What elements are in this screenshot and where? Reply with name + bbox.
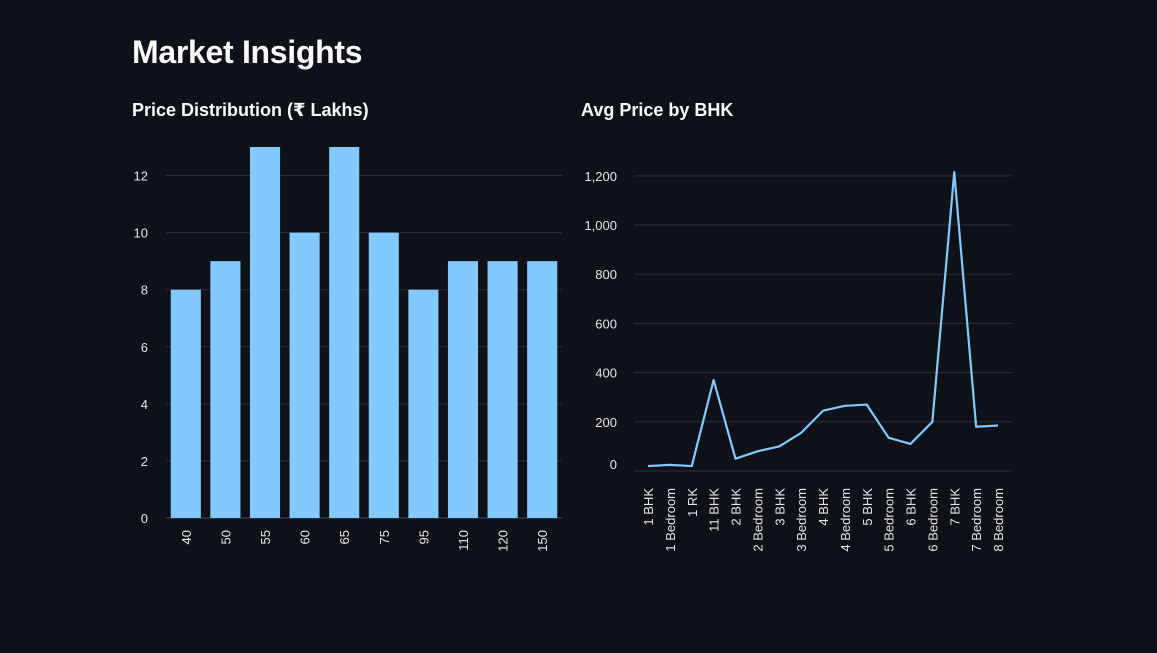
bar-x-tick-label: 60	[298, 530, 313, 544]
line-x-tick-label: 2 BHK	[729, 488, 744, 526]
line-x-tick-label: 2 Bedroom	[750, 488, 765, 552]
line-x-tick-label: 11 BHK	[707, 488, 722, 532]
line-x-tick-label: 1 Bedroom	[663, 488, 678, 552]
bar-x-tick-label: 50	[218, 530, 233, 544]
bar[interactable]	[170, 289, 201, 518]
page-title: Market Insights	[132, 34, 363, 70]
line-x-tick-label: 5 Bedroom	[882, 488, 897, 552]
bar-x-tick-label: 65	[337, 530, 352, 544]
bar-x-tick-label: 110	[456, 530, 471, 551]
bar-y-tick-label: 6	[141, 340, 148, 355]
bar[interactable]	[447, 261, 479, 518]
line-x-tick-label: 1 BHK	[641, 488, 656, 526]
line-x-tick-label: 5 BHK	[860, 488, 875, 526]
avg-price-by-bhk-chart[interactable]: 0 200 400 600 800 1,000 1,200 1 BHK 1 Bedroom 1 R…	[584, 169, 1012, 552]
bar-y-tick-label: 0	[141, 511, 148, 526]
line-x-tick-label: 4 BHK	[816, 488, 831, 526]
line-x-tick-label: 3 BHK	[772, 488, 787, 526]
bar-x-tick-label: 40	[179, 530, 194, 544]
bar[interactable]	[527, 261, 558, 518]
bar[interactable]	[249, 147, 281, 518]
line-y-tick-label: 400	[595, 366, 617, 381]
price-distribution-title: Price Distribution (₹ Lakhs)	[132, 100, 369, 120]
line-x-tick-label: 8 Bedroom	[991, 488, 1006, 552]
bar-x-tick-label: 55	[258, 530, 273, 544]
bar-y-tick-label: 10	[134, 226, 148, 241]
line-y-tick-label: 800	[595, 267, 617, 282]
line-x-tick-label: 7 BHK	[947, 488, 962, 526]
bar-x-tick-label: 75	[377, 530, 392, 544]
line-y-tick-label: 1,200	[584, 169, 617, 184]
bar-y-tick-label: 4	[141, 397, 148, 412]
line-y-tick-label: 600	[595, 316, 617, 331]
line-x-tick-label: 3 Bedroom	[794, 488, 809, 552]
bar[interactable]	[329, 147, 360, 518]
line-x-tick-label: 7 Bedroom	[969, 488, 984, 552]
line-x-tick-label: 6 Bedroom	[925, 488, 940, 552]
bar[interactable]	[368, 232, 399, 518]
avg-price-line[interactable]	[647, 171, 999, 468]
line-x-tick-label: 6 BHK	[904, 488, 919, 526]
bar-y-tick-label: 8	[141, 283, 148, 298]
line-y-tick-label: 0	[610, 457, 617, 472]
bar-y-tick-label: 12	[134, 169, 148, 184]
bar[interactable]	[408, 289, 439, 518]
bar[interactable]	[289, 232, 320, 518]
line-y-tick-label: 200	[595, 415, 617, 430]
price-distribution-chart[interactable]: 0 2 4 6 8 10 12 40 50 55 60 65 75 95 110 120 150	[134, 147, 562, 552]
bar-x-tick-label: 120	[496, 530, 511, 552]
bar-x-tick-label: 95	[416, 530, 431, 544]
bar-x-tick-label: 150	[535, 530, 550, 552]
line-x-tick-label: 4 Bedroom	[838, 488, 853, 552]
bar-y-tick-label: 2	[141, 454, 148, 469]
bar[interactable]	[487, 261, 518, 518]
bar[interactable]	[210, 261, 241, 518]
avg-price-by-bhk-title: Avg Price by BHK	[581, 100, 734, 120]
line-x-tick-label: 1 RK	[685, 488, 700, 517]
line-y-tick-label: 1,000	[584, 218, 617, 233]
